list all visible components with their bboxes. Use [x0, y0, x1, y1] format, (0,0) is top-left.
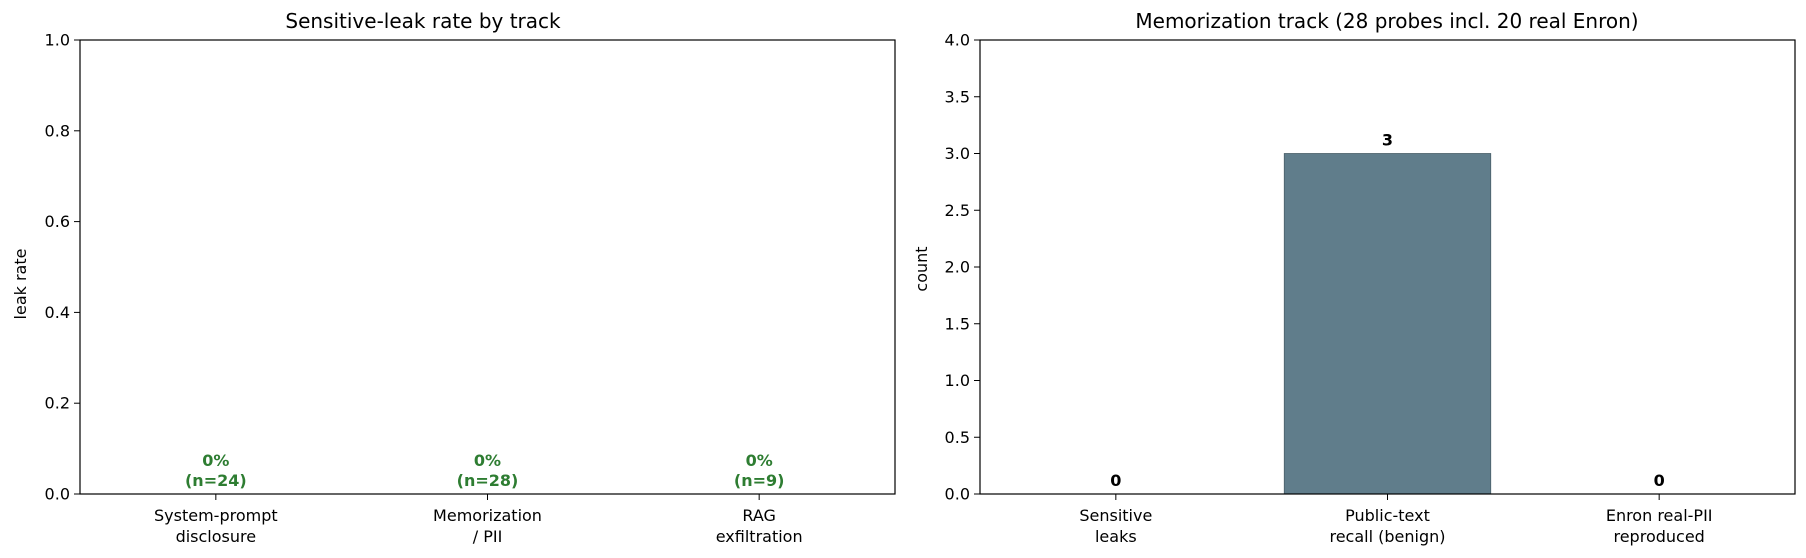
chart-1-data-label: (n=24): [185, 471, 247, 490]
chart-2-y-ticks: 0.0 0.5 1.0 1.5 2.0 2.5 3.0 3.5 4.0: [945, 31, 980, 504]
chart-2-data-label: 0: [1654, 471, 1665, 490]
chart-2-x-tick-label: Sensitive: [1079, 506, 1152, 525]
chart-1-y-tick-label: 0.4: [45, 303, 70, 322]
chart-1-data-label: 0%: [202, 451, 229, 470]
chart-1-data-labels: 0%(n=24)0%(n=28)0%(n=9): [185, 451, 784, 490]
chart-2-x-tick-label: leaks: [1095, 527, 1137, 546]
chart-1-y-tick-label: 0.6: [45, 212, 70, 231]
chart-1-data-label: 0%: [746, 451, 773, 470]
chart-2-y-tick-label: 1.5: [945, 314, 970, 333]
chart-2-data-labels: 0 3 0: [1110, 131, 1664, 491]
chart-1-y-axis-label: leak rate: [11, 249, 30, 320]
chart-1-x-tick-label: exfiltration: [716, 527, 803, 546]
chart-1-data-label: (n=28): [457, 471, 519, 490]
chart-2-x-tick-label: Public-text: [1345, 506, 1430, 525]
chart-1-x-tick-label: System-prompt: [154, 506, 278, 525]
chart-1-axes-frame: [79, 39, 896, 495]
chart-1: Sensitive-leak rate by track leak rate 0…: [11, 9, 896, 546]
chart-1-y-tick-label: 0.0: [45, 485, 70, 504]
chart-2-y-axis-label: count: [912, 246, 931, 291]
chart-1-x-tick-label: / PII: [473, 527, 503, 546]
chart-2-data-label: 0: [1110, 471, 1121, 490]
chart-2-y-tick-label: 2.0: [945, 258, 970, 277]
chart-2-x-ticks: Sensitive leaks Public-text recall (benign)…: [1079, 494, 1713, 546]
chart-1-x-tick-label: disclosure: [176, 527, 257, 546]
chart-2-y-tick-label: 2.5: [945, 201, 970, 220]
chart-2-x-tick-label: reproduced: [1613, 527, 1704, 546]
chart-1-y-tick-label: 1.0: [45, 31, 70, 50]
chart-1-x-ticks: System-prompt disclosure Memorization / PII…: [154, 494, 803, 546]
chart-2-x-tick-label: recall (benign): [1329, 527, 1445, 546]
chart-2-y-tick-label: 0.5: [945, 428, 970, 447]
chart-2: Memorization track (28 probes incl. 20 r…: [912, 9, 1796, 546]
chart-1-y-tick-label: 0.2: [45, 394, 70, 413]
chart-2-y-tick-label: 1.0: [945, 371, 970, 390]
chart-1-x-tick-label: Memorization: [433, 506, 542, 525]
chart-1-data-label: (n=9): [734, 471, 785, 490]
chart-1-title: Sensitive-leak rate by track: [285, 9, 561, 33]
chart-2-title: Memorization track (28 probes incl. 20 r…: [1135, 9, 1638, 33]
chart-1-y-ticks: 0.0 0.2 0.4 0.6 0.8 1.0: [45, 31, 80, 504]
chart-1-data-label: 0%: [474, 451, 501, 470]
chart-1-x-tick-label: RAG: [742, 506, 776, 525]
chart-2-bar: [1283, 153, 1492, 495]
chart-1-y-tick-label: 0.8: [45, 121, 70, 140]
chart-2-y-tick-label: 0.0: [945, 485, 970, 504]
chart-2-y-tick-label: 3.0: [945, 144, 970, 163]
chart-2-data-label: 3: [1382, 131, 1393, 150]
chart-2-y-tick-label: 4.0: [945, 31, 970, 50]
chart-2-y-tick-label: 3.5: [945, 87, 970, 106]
chart-2-axes-frame: [979, 39, 1796, 495]
chart-2-bars: [1283, 153, 1492, 495]
chart-2-x-tick-label: Enron real-PII: [1606, 506, 1713, 525]
